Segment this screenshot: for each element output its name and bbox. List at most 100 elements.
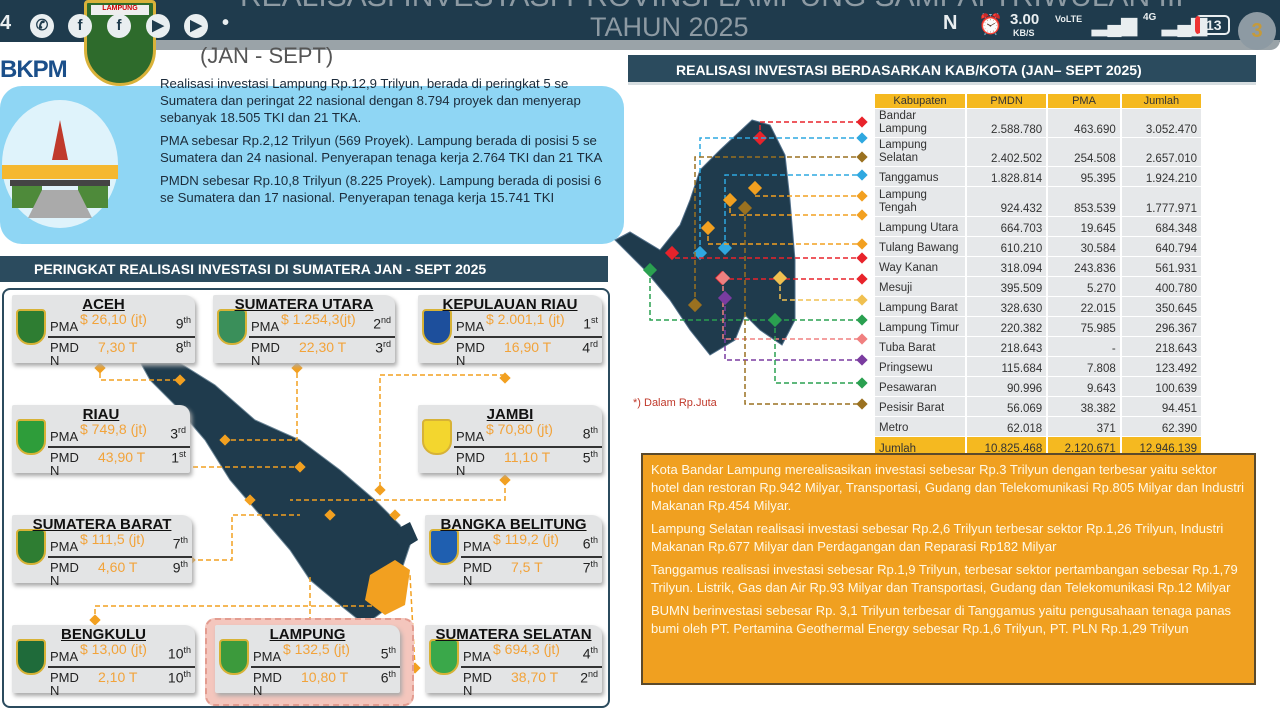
divider [48,336,195,338]
pmdn-rank: 4rd [582,339,598,356]
divider [48,446,190,448]
pmdn-rank: 5th [583,449,598,466]
facebook-icon[interactable]: f [107,14,131,38]
rank-number: 4 [582,339,590,356]
pmdn-value: 43,90 T [98,449,146,465]
province-name: SUMATERA BARAT [32,516,172,533]
pma-value: $ 694,3 (jt) [493,641,560,657]
pma-label: PMA [456,319,485,334]
rank-number: 3 [170,425,178,442]
lampung-shape [365,560,410,615]
total-cell: 1.777.971 [1121,187,1203,216]
pma-value: $ 1.254,3(jt) [281,311,356,327]
connector-line [190,514,300,561]
rank-number: 4 [582,645,591,662]
pmdn-label: PMDN [456,450,485,478]
kabkota-marker [856,209,868,221]
rank-suffix: th [388,645,396,655]
pma-value: $ 2.001,1 (jt) [486,311,565,327]
province-name: RIAU [82,406,120,423]
map-marker [700,220,716,236]
network-speed: 3.00 [1010,11,1040,28]
pmdn-rank: 3rd [375,339,391,356]
kabupaten-name: Lampung Timur [875,317,967,336]
map-marker [389,509,401,521]
province-name: LAMPUNG [269,626,346,643]
province-name: SUMATERA UTARA [234,296,374,313]
kabupaten-name: Lampung Selatan [875,138,967,166]
pmdn-cell: 90.996 [967,377,1049,396]
signal-icon: ▂▄▆ [1092,14,1137,36]
column-header: Kabupaten [875,94,967,108]
pma-cell: 371 [1048,417,1122,436]
total-cell: 684.348 [1121,217,1203,236]
connector-line [649,270,862,321]
table-row: Bandar Lampung 2.588.780 463.690 3.052.470 [875,109,1203,137]
map-marker [374,484,386,496]
landmark-illustration [2,100,118,228]
pma-rank: 5th [381,645,396,662]
connector-line [779,278,862,301]
notification-count[interactable]: 3 [1238,12,1276,50]
province-card: SUMATERA BARAT PMA $ 111,5 (jt) 7th PMDN… [12,515,192,587]
play-icon[interactable]: ▶ [146,14,170,38]
summary-paragraph: PMA sebesar Rp.2,12 Trilyun (569 Proyek)… [160,133,603,165]
pmdn-cell: 610.210 [967,237,1049,256]
pmdn-value: 11,10 T [504,449,551,465]
whatsapp-icon[interactable]: ✆ [30,14,54,38]
total-cell: 350.645 [1121,297,1203,316]
province-name: ACEH [82,296,125,313]
pmdn-rank: 6th [381,669,396,686]
rank-number: 9 [172,559,181,576]
rank-number: 5 [380,645,389,662]
total-cell: 123.492 [1121,357,1203,376]
rank-number: 10 [167,645,184,662]
kabupaten-name: Metro [875,417,967,436]
province-logo [16,639,46,675]
connector-line [94,605,385,622]
kabkota-marker [856,273,868,285]
rank-number: 8 [175,339,184,356]
pma-rank: 7th [173,535,188,552]
pma-cell: 254.508 [1048,138,1122,166]
map-marker [324,509,336,521]
pma-value: $ 13,00 (jt) [80,641,147,657]
table-row: Pesisir Barat 56.069 38.382 94.451 [875,397,1203,416]
kabkota-marker [856,354,868,366]
pmdn-label: PMDN [50,340,79,368]
total-cell: 2.657.010 [1121,138,1203,166]
map-marker [722,192,738,208]
pmdn-cell: 1.828.814 [967,167,1049,186]
pma-cell: 5.270 [1048,277,1122,296]
table-row: Lampung Barat 328.630 22.015 350.645 [875,297,1203,316]
rank-suffix: rd [589,339,598,349]
pma-rank: 9th [176,315,191,332]
province-logo [429,529,459,565]
province-card: KEPULAUAN RIAU PMA $ 2.001,1 (jt) 1st PM… [418,295,602,367]
page-title-year: TAHUN 2025 [590,12,749,42]
province-name: JAMBI [486,406,534,423]
play-icon[interactable]: ▶ [184,14,208,38]
pma-cell: 9.643 [1048,377,1122,396]
kabkota-header: REALISASI INVESTASI BERDASARKAN KAB/KOTA… [628,55,1256,85]
network-speed-unit: KB/S [1013,28,1035,38]
pmdn-value: 7,30 T [98,339,138,355]
total-cell: 62.390 [1121,417,1203,436]
pma-cell: 22.015 [1048,297,1122,316]
pmdn-value: 7,5 T [511,559,543,575]
divider [249,336,395,338]
connector-line [694,156,862,305]
table-row: Metro 62.018 371 62.390 [875,417,1203,436]
facebook-icon[interactable]: f [68,14,92,38]
pma-label: PMA [463,539,492,554]
rank-suffix: th [590,645,598,655]
bangka-shape [395,522,418,548]
pma-cell: 30.584 [1048,237,1122,256]
rank-suffix: th [180,559,188,569]
connector-line [225,365,298,441]
pma-total: 2.120.671 [1048,437,1122,456]
connector-line [744,208,862,405]
divider [454,336,602,338]
table-row: Pesawaran 90.996 9.643 100.639 [875,377,1203,396]
map-marker [499,474,511,486]
